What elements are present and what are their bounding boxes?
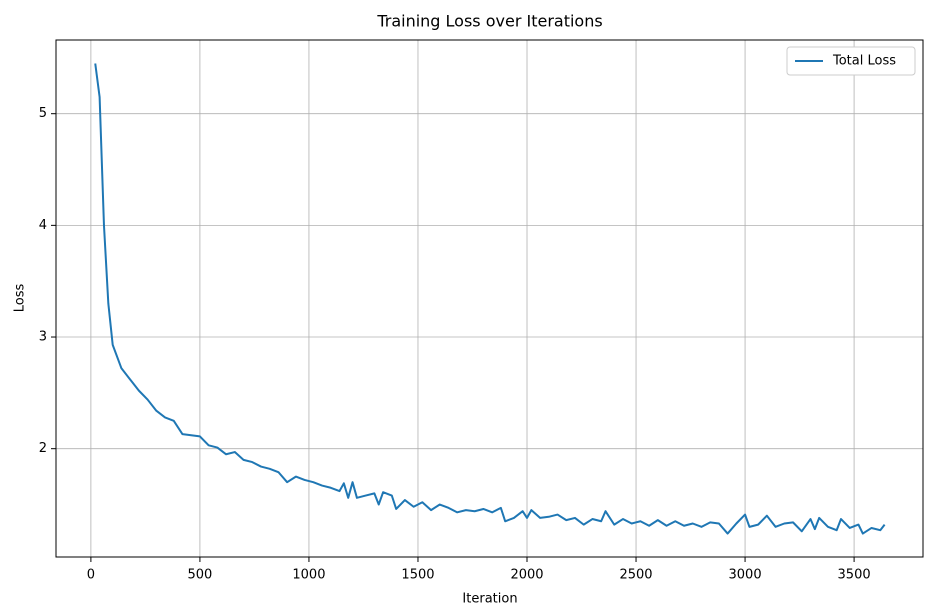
- y-tick-label: 5: [39, 106, 47, 121]
- x-tick-label: 2000: [510, 568, 543, 583]
- x-tick-label: 1500: [401, 568, 434, 583]
- x-tick-label: 1000: [292, 568, 325, 583]
- loss-line: [94, 63, 886, 535]
- x-axis-label: Iteration: [462, 592, 517, 607]
- y-tick-label: 4: [39, 218, 47, 233]
- legend-label: Total Loss: [832, 54, 896, 69]
- y-axis-label: Loss: [13, 284, 28, 313]
- chart-title: Training Loss over Iterations: [376, 12, 602, 31]
- plot-frame: [55, 39, 924, 558]
- x-tick-label: 3000: [729, 568, 762, 583]
- x-tick-label: 3500: [838, 568, 871, 583]
- x-tick-label: 2500: [619, 568, 652, 583]
- x-tick-label: 0: [87, 568, 95, 583]
- x-tick-label: 500: [188, 568, 213, 583]
- y-tick-label: 2: [39, 441, 47, 456]
- legend-box: [786, 46, 916, 76]
- y-tick-label: 3: [39, 330, 47, 345]
